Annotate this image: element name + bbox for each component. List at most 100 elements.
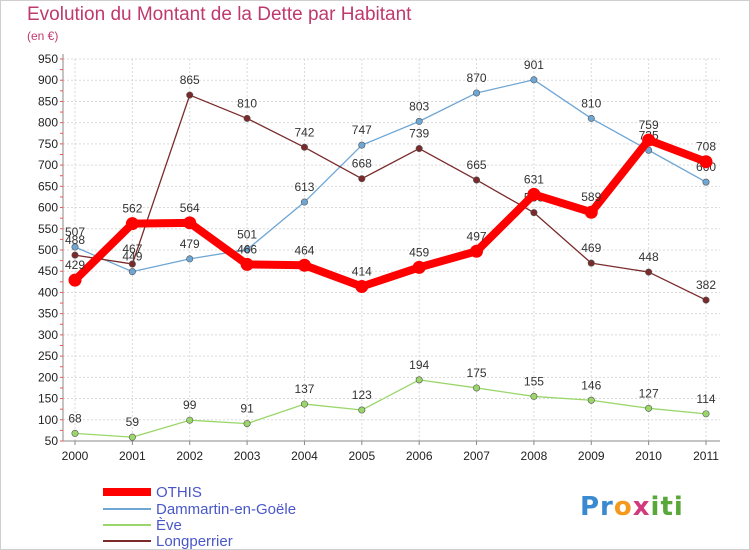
data-label: 747: [352, 123, 372, 137]
data-label: 68: [68, 411, 82, 425]
data-point: [183, 216, 197, 230]
data-point: [243, 246, 251, 254]
data-label: 665: [467, 158, 487, 172]
y-tick-label: 100: [38, 413, 58, 427]
data-point: [243, 420, 251, 428]
data-point: [68, 273, 82, 287]
data-point: [642, 133, 656, 147]
chart-title: Evolution du Montant de la Dette par Hab…: [27, 4, 412, 25]
data-label: 59: [126, 415, 140, 429]
data-point: [240, 257, 254, 271]
y-tick-label: 700: [38, 158, 58, 172]
data-point: [186, 255, 194, 263]
series-line-othis: [71, 136, 710, 291]
data-label: 127: [639, 386, 659, 400]
data-label: 469: [581, 241, 601, 255]
x-tick-label: 2009: [578, 449, 605, 463]
unit-label: (en €): [27, 29, 59, 43]
data-label: 589: [581, 190, 601, 204]
y-tick-label: 550: [38, 222, 58, 236]
data-point: [470, 244, 484, 258]
data-label: 146: [581, 378, 601, 392]
data-label: 194: [409, 358, 429, 372]
data-label: 91: [240, 402, 254, 416]
data-label: 631: [524, 172, 544, 186]
data-point: [702, 296, 710, 304]
data-point: [645, 404, 653, 412]
data-label: 497: [467, 229, 487, 243]
y-tick-label: 650: [38, 179, 58, 193]
data-label: 759: [639, 118, 659, 132]
data-point: [530, 392, 538, 400]
data-label: 467: [122, 242, 142, 256]
data-label: 708: [696, 140, 716, 154]
data-point: [587, 114, 595, 122]
data-label: 382: [696, 278, 716, 292]
series-line-dammartin-en-go-le: [74, 79, 707, 273]
proxiti-logo: Proxiti: [580, 492, 684, 522]
data-point: [415, 376, 423, 384]
x-tick-label: 2006: [406, 449, 433, 463]
data-point: [587, 259, 595, 267]
data-label: 668: [352, 157, 372, 171]
data-point: [125, 217, 139, 231]
y-tick-label: 200: [38, 370, 58, 384]
data-point: [412, 260, 426, 274]
x-tick-label: 2000: [62, 449, 89, 463]
data-point: [358, 175, 366, 183]
data-label: 466: [237, 242, 257, 256]
data-label: 562: [122, 202, 142, 216]
x-tick-label: 2007: [463, 449, 490, 463]
y-tick-label: 300: [38, 328, 58, 342]
data-label: 137: [294, 382, 314, 396]
legend-label: Ève: [156, 517, 182, 534]
x-tick-label: 2004: [291, 449, 318, 463]
data-label: 464: [294, 243, 314, 257]
data-point: [415, 117, 423, 125]
data-point: [186, 416, 194, 424]
x-tick-label: 2001: [119, 449, 146, 463]
x-tick-label: 2008: [521, 449, 548, 463]
data-point: [473, 176, 481, 184]
data-point: [584, 205, 598, 219]
data-label: 865: [180, 73, 200, 87]
data-point: [415, 145, 423, 153]
data-point: [702, 410, 710, 418]
data-label: 742: [294, 125, 314, 139]
data-point: [358, 141, 366, 149]
data-point: [527, 187, 541, 201]
data-point: [71, 243, 79, 251]
data-label: 507: [65, 225, 85, 239]
data-label: 429: [65, 258, 85, 272]
data-point: [297, 258, 311, 272]
data-point: [587, 396, 595, 404]
data-label: 155: [524, 374, 544, 388]
data-label: 870: [467, 71, 487, 85]
legend-label: Dammartin-en-Goële: [156, 501, 296, 518]
data-point: [530, 209, 538, 217]
x-tick-label: 2011: [693, 449, 719, 463]
x-tick-label: 2003: [234, 449, 261, 463]
y-tick-label: 350: [38, 307, 58, 321]
y-tick-label: 400: [38, 285, 58, 299]
data-point: [473, 384, 481, 392]
data-label: 123: [352, 388, 372, 402]
data-label: 810: [237, 96, 257, 110]
data-label: 803: [409, 99, 429, 113]
data-point: [243, 114, 251, 122]
y-tick-label: 150: [38, 392, 58, 406]
data-point: [645, 268, 653, 276]
y-tick-label: 850: [38, 94, 58, 108]
y-tick-label: 450: [38, 264, 58, 278]
data-point: [702, 178, 710, 186]
data-label: 114: [696, 392, 715, 406]
data-point: [473, 89, 481, 97]
data-point: [300, 198, 308, 206]
data-label: 564: [180, 201, 200, 215]
data-point: [300, 400, 308, 408]
data-label: 810: [581, 96, 601, 110]
data-point: [186, 91, 194, 99]
y-tick-label: 50: [45, 434, 59, 448]
data-label: 901: [524, 58, 544, 72]
